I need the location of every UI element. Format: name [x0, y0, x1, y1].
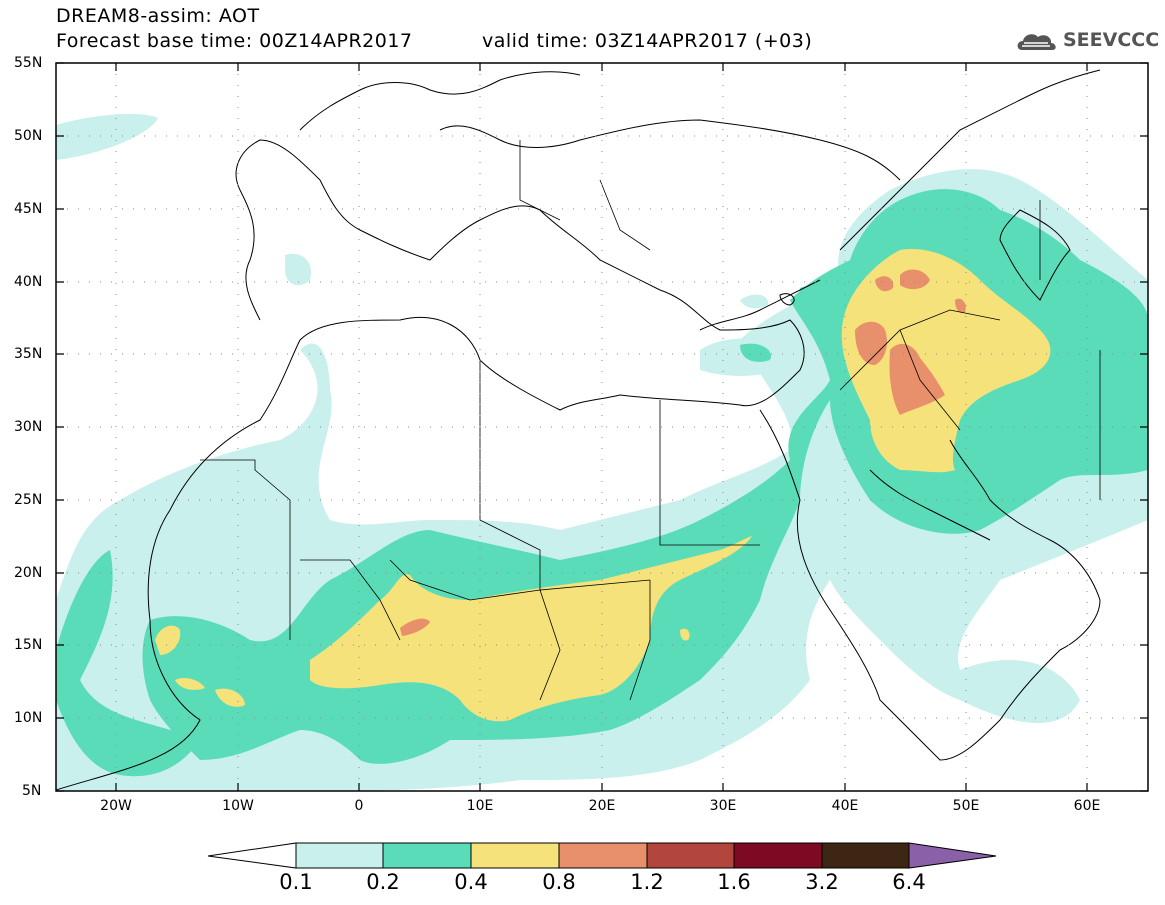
colorbar-label: 1.2	[630, 870, 664, 894]
colorbar-label: 6.4	[892, 870, 926, 894]
colorbar-label: 0.2	[366, 870, 400, 894]
aot-contour-f08	[875, 276, 894, 292]
aot-contour-f01	[56, 114, 158, 160]
aot-contour-f08	[855, 321, 887, 365]
lat-label: 30N	[14, 419, 43, 435]
lon-label: 0	[354, 798, 364, 814]
gridlines	[56, 63, 1148, 791]
colorbar-label: 0.1	[279, 870, 313, 894]
colorbar-label: 1.6	[717, 870, 751, 894]
aot-contour-f01	[740, 294, 769, 309]
colorbar-segment	[295, 842, 384, 869]
lat-label: 10N	[14, 710, 43, 726]
colorbar-label: 0.4	[454, 870, 488, 894]
colorbar-label: 3.2	[805, 870, 839, 894]
aot-contour-f01	[285, 253, 311, 286]
aot-contour-f08	[889, 343, 945, 415]
lat-label: 45N	[14, 201, 43, 217]
lat-label: 5N	[22, 783, 42, 799]
lon-label: 10E	[466, 798, 494, 814]
lat-label: 25N	[14, 492, 43, 508]
aot-contour-f02	[415, 709, 455, 737]
lon-label: 20W	[100, 798, 132, 814]
country-borders	[200, 140, 1101, 701]
lat-label: 55N	[14, 55, 43, 71]
colorbar-segment	[558, 842, 648, 869]
lon-label: 20E	[588, 798, 616, 814]
aot-contour-f04	[841, 249, 1051, 473]
colorbar-lower-arrow	[207, 842, 297, 869]
lat-label: 40N	[14, 274, 43, 290]
aot-contour-f08	[955, 298, 966, 313]
lon-label: 30E	[709, 798, 737, 814]
aot-contour-f04	[215, 688, 245, 707]
lat-label: 20N	[14, 565, 43, 581]
logo-text: SEEVCCC	[1063, 29, 1160, 51]
lat-label: 50N	[14, 128, 43, 144]
lon-label: 50E	[952, 798, 980, 814]
aot-contour-f08	[900, 269, 930, 290]
aot-contour-f02	[800, 285, 826, 302]
lat-label: 35N	[14, 346, 43, 362]
lon-label: 10W	[222, 798, 254, 814]
aot-contour-f04	[310, 536, 752, 722]
lon-label: 60E	[1073, 798, 1101, 814]
colorbar-upper-arrow	[908, 842, 997, 869]
forecast-base-time: Forecast base time: 00Z14APR2017	[56, 30, 413, 52]
colorbar-segment	[646, 842, 735, 869]
aot-contour-f04	[155, 625, 181, 655]
aot-fields	[56, 114, 1148, 791]
valid-time: valid time: 03Z14APR2017 (+03)	[482, 30, 813, 52]
map-title: DREAM8-assim: AOT	[56, 5, 260, 27]
lat-label: 15N	[14, 637, 43, 653]
aot-contour-f08	[400, 618, 430, 636]
colorbar-label: 0.8	[542, 870, 576, 894]
aot-contour-f02	[56, 550, 200, 777]
colorbar-segment	[733, 842, 823, 869]
axis-ticks	[56, 62, 1148, 792]
lon-label: 40E	[831, 798, 859, 814]
seevccc-logo	[1017, 34, 1056, 50]
colorbar-segment	[382, 842, 472, 869]
coastlines	[56, 69, 1101, 791]
aot-contour-f04	[680, 628, 690, 641]
aot-contour-f02	[740, 343, 771, 362]
colorbar-segment	[470, 842, 560, 869]
colorbar-segment	[821, 842, 910, 869]
aot-contour-f04	[175, 677, 205, 690]
